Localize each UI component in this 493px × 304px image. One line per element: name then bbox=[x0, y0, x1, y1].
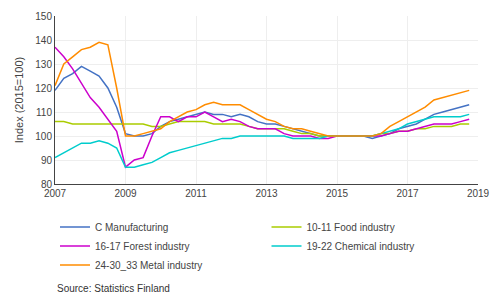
svg-text:C Manufacturing: C Manufacturing bbox=[95, 222, 168, 233]
svg-text:16-17 Forest industry: 16-17 Forest industry bbox=[95, 241, 190, 252]
svg-text:90: 90 bbox=[41, 155, 53, 166]
svg-text:2009: 2009 bbox=[114, 188, 137, 199]
svg-text:10-11 Food industry: 10-11 Food industry bbox=[307, 222, 395, 233]
svg-text:Index (2015=100): Index (2015=100) bbox=[13, 57, 25, 144]
svg-text:140: 140 bbox=[35, 35, 52, 46]
svg-text:80: 80 bbox=[41, 179, 53, 190]
svg-text:150: 150 bbox=[35, 11, 52, 22]
svg-text:24-30_33 Metal industry: 24-30_33 Metal industry bbox=[95, 260, 202, 271]
svg-text:Source: Statistics Finland: Source: Statistics Finland bbox=[57, 283, 170, 294]
svg-text:2015: 2015 bbox=[326, 188, 349, 199]
svg-text:100: 100 bbox=[35, 131, 52, 142]
svg-text:2007: 2007 bbox=[44, 188, 67, 199]
svg-text:19-22 Chemical industry: 19-22 Chemical industry bbox=[307, 241, 415, 252]
svg-text:2013: 2013 bbox=[255, 188, 278, 199]
svg-text:130: 130 bbox=[35, 59, 52, 70]
svg-text:2019: 2019 bbox=[467, 188, 490, 199]
svg-text:2017: 2017 bbox=[396, 188, 419, 199]
svg-text:120: 120 bbox=[35, 83, 52, 94]
svg-text:2011: 2011 bbox=[185, 188, 207, 199]
svg-text:110: 110 bbox=[36, 107, 52, 118]
